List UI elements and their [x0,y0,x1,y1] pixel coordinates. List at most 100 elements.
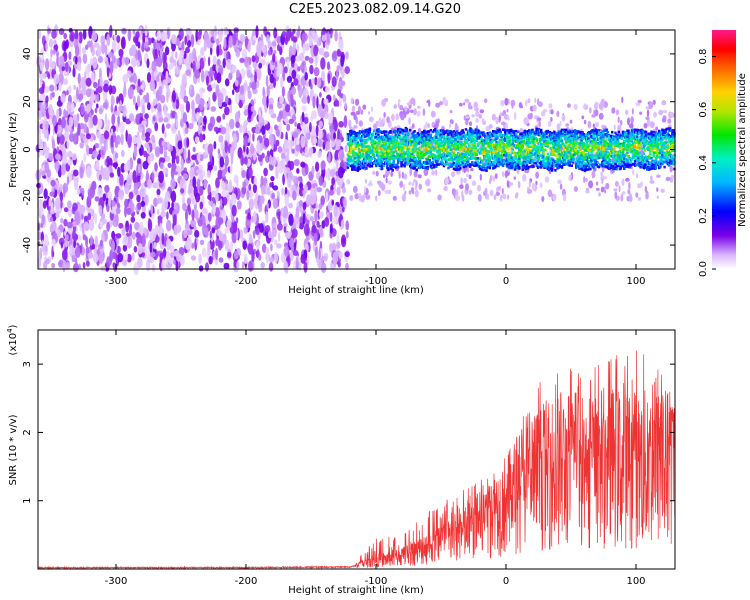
spectrogram-noise-cell [270,243,273,252]
spectrogram-signal-cell [362,130,365,133]
spectrogram-noise-cell [312,95,316,109]
spectrogram-noise-cell [215,192,219,203]
spectrogram-halo-cell [658,109,664,116]
spectrogram-noise-cell [317,104,323,118]
spectrogram-noise-cell [59,183,63,191]
spectrogram-noise-cell [137,49,141,61]
spectrogram-noise-cell [111,40,117,53]
spectrogram-signal-cell [386,164,389,168]
spectrogram-noise-cell [56,50,59,58]
spectrogram-noise-cell [244,80,248,93]
spectrogram-noise-cell [265,75,269,87]
spectrogram-signal-cell [397,127,400,131]
spectrogram-noise-cell [146,72,152,83]
spectrogram-halo-cell [391,113,395,121]
spectrogram-noise-cell [311,77,315,85]
spectrogram-halo-cell [540,111,546,117]
spectrogram-noise-cell [192,176,197,189]
spectrogram-halo-cell [591,170,596,179]
spectrogram-noise-cell [123,259,127,267]
spectrogram-noise-cell [339,132,343,141]
spectrogram-noise-cell [208,255,213,265]
spectrogram-noise-cell [106,221,110,232]
spectrogram-signal-cell [370,157,374,160]
spectrogram-noise-cell [156,197,162,204]
spectrogram-halo-cell [476,184,481,192]
spectrogram-noise-cell [209,230,212,239]
spectrogram-noise-cell [97,55,104,64]
spectrogram-signal-cell [352,150,355,153]
spectrogram-halo-cell [652,99,656,105]
spectrogram-noise-cell [41,214,45,225]
spectrogram-noise-cell [163,248,167,258]
spectrogram-noise-cell [108,84,113,95]
spectrogram-noise-cell [118,105,124,112]
spectrogram-noise-cell [163,164,166,174]
spectrogram-noise-cell [323,98,329,105]
spectrogram-noise-cell [290,55,296,64]
spectrogram-signal-cell [425,138,428,141]
spectrogram-noise-cell [226,58,232,70]
spectrogram-signal-cell [370,143,374,147]
spectrogram-noise-cell [65,234,69,241]
spectrogram-noise-cell [125,220,129,227]
spectrogram-signal-cell [393,163,397,167]
spectrogram-halo-cell [631,108,634,115]
spectrogram-halo-cell [413,108,417,116]
spectrogram-halo-cell [370,106,374,112]
spectrogram-halo-cell [375,170,379,177]
spectrogram-noise-cell [82,234,87,241]
spectrogram-noise-cell [67,200,72,209]
spectrogram-halo-cell [565,123,570,127]
spectrogram-noise-cell [198,265,204,272]
spectrogram-signal-cell [357,148,361,152]
spectrogram-noise-cell [82,53,88,64]
spectrogram-noise-cell [49,224,54,234]
spectrogram-noise-cell [255,227,260,236]
spectrogram-noise-cell [136,194,141,203]
spectrogram-noise-cell [295,257,299,266]
spectrogram-noise-cell [220,126,227,135]
spectrogram-noise-cell [96,131,101,139]
spectrogram-signal-cell [423,134,426,137]
spectrogram-halo-cell [495,191,500,196]
spectrogram-signal-cell [472,134,475,137]
spectrogram-noise-cell [98,174,102,181]
spectrogram-noise-cell [304,55,310,61]
spectrogram-noise-cell [283,139,289,150]
spectrogram-noise-cell [199,239,205,246]
spectrogram-noise-cell [45,95,49,104]
spectrogram-signal-cell [409,155,412,158]
spectrogram-signal-cell [387,152,390,156]
spectrogram-noise-cell [225,126,231,132]
spectrogram-signal-cell [363,164,366,168]
spectrogram-noise-cell [295,206,300,219]
spectrogram-noise-cell [60,217,64,224]
spectrogram-noise-cell [332,216,338,225]
spectrogram-halo-cell [455,195,460,202]
spectrogram-noise-cell [111,55,116,64]
spectrogram-noise-cell [312,33,319,43]
spectrogram-noise-cell [215,216,221,230]
spectrogram-noise-cell [216,115,222,123]
spectrogram-noise-cell [339,161,344,168]
spectrogram-noise-cell [308,147,314,156]
spectrogram-noise-cell [55,211,60,219]
spectrogram-halo-cell [636,173,638,179]
spectrogram-signal-cell [392,151,395,154]
spectrogram-noise-cell [327,31,330,43]
spectrogram-signal-cell [452,130,456,133]
spectrogram-halo-cell [656,195,659,199]
spectrogram-noise-cell [99,239,103,247]
spectrogram-noise-cell [315,161,320,172]
spectrogram-signal-cell [460,140,463,144]
spectrogram-noise-cell [203,56,206,63]
spectrogram-noise-cell [337,166,344,179]
spectrogram-signal-cell [404,136,407,140]
spectrogram-signal-cell [406,131,410,135]
spectrogram-noise-cell [130,216,136,223]
spectrogram-noise-cell [148,219,153,232]
spectrogram-halo-cell [601,178,604,185]
spectrogram-noise-cell [108,51,113,59]
spectrogram-noise-cell [293,78,299,86]
